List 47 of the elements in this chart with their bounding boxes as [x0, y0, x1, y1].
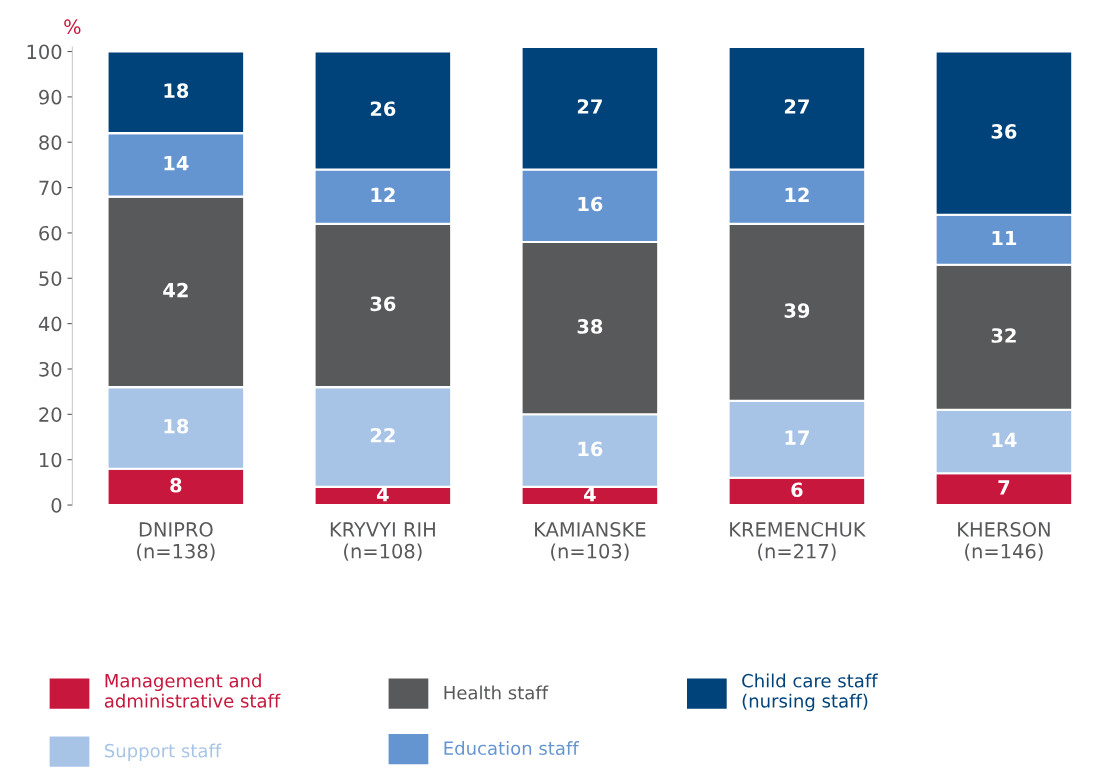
- y-axis-title: %: [64, 19, 81, 35]
- legend-label: Health staff: [444, 685, 549, 700]
- legend-label: Child care staff (nursing staff): [742, 673, 878, 712]
- y-tick-label: 30: [39, 361, 62, 377]
- y-tick-label: 20: [39, 407, 62, 422]
- y-tick-label: 50: [39, 271, 62, 286]
- data-label: 14: [164, 156, 189, 171]
- x-tick-label: KREMENCHUK (n=217): [730, 522, 866, 561]
- data-label: 11: [992, 230, 1017, 246]
- legend-label: Management and administrative staff: [104, 673, 281, 708]
- data-label: 4: [376, 487, 389, 502]
- x-tick-label: KRYVYI RIH (n=108): [330, 522, 435, 561]
- data-label: 39: [784, 303, 810, 318]
- data-label: 42: [163, 282, 188, 298]
- data-label: 14: [992, 432, 1017, 447]
- y-tick-label: 0: [51, 497, 62, 513]
- x-tick-label: KHERSON (n=146): [958, 522, 1050, 561]
- data-label: 22: [370, 427, 395, 443]
- data-label: 27: [784, 99, 809, 114]
- data-label: 36: [370, 296, 396, 312]
- data-label: 18: [164, 83, 189, 98]
- data-label: 4: [584, 487, 596, 502]
- data-label: 8: [170, 477, 182, 493]
- data-label: 7: [998, 480, 1010, 495]
- y-tick-label: 100: [27, 44, 62, 60]
- x-tick-label: KAMIANSKE (n=103): [535, 522, 646, 561]
- data-label: 36: [991, 124, 1017, 139]
- y-tick-label: 40: [38, 316, 62, 332]
- data-label: 17: [785, 430, 809, 445]
- data-label: 32: [991, 328, 1016, 343]
- x-tick-label: DNIPRO (n=138): [137, 522, 215, 561]
- y-tick-label: 60: [39, 225, 62, 241]
- data-label: 26: [370, 101, 396, 117]
- data-label: 12: [785, 187, 809, 203]
- data-label: 18: [164, 418, 189, 434]
- y-tick-label: 10: [40, 452, 62, 468]
- y-tick-label: 80: [39, 135, 62, 150]
- legend-label: Education staff: [444, 741, 579, 756]
- data-label: 38: [577, 319, 603, 334]
- legend-label: Support staff: [105, 743, 222, 762]
- y-tick-label: 90: [39, 89, 62, 105]
- y-tick-label: 70: [39, 180, 62, 196]
- data-label: 16: [578, 441, 603, 457]
- data-label: 27: [577, 99, 602, 114]
- data-label: 16: [578, 196, 603, 212]
- data-label: 12: [371, 187, 395, 203]
- data-label: 6: [791, 482, 803, 498]
